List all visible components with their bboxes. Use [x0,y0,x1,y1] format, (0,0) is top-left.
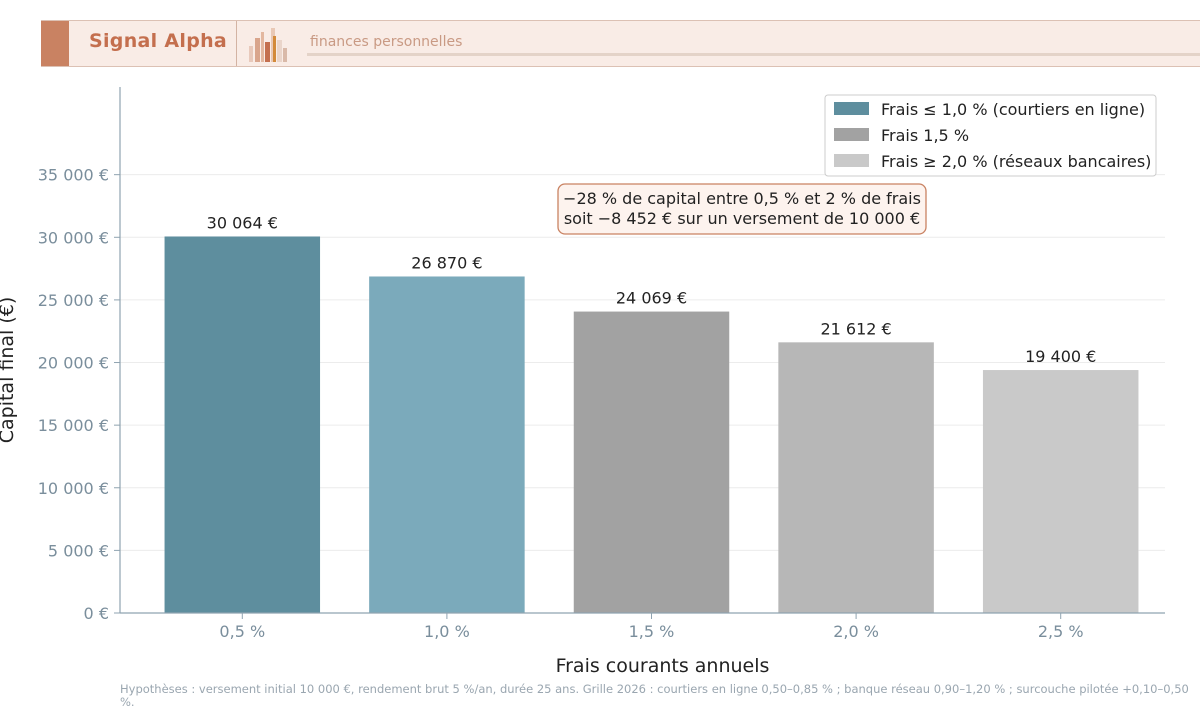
bar [573,311,730,613]
y-tick-label: 20 000 € [38,354,109,373]
footnote: Hypothèses : versement initial 10 000 €,… [120,682,1189,709]
annotation-callout: −28 % de capital entre 0,5 % et 2 % de f… [557,183,927,235]
legend-swatch [834,154,869,167]
bar [982,370,1139,613]
y-tick-label: 5 000 € [48,541,109,560]
bar-value-label: 30 064 € [207,213,278,232]
annotation-box [557,183,927,235]
x-tick-label: 1,5 % [629,622,675,641]
bar [778,342,934,613]
bar-value-label: 21 612 € [820,319,891,338]
x-tick-label: 1,0 % [424,622,470,641]
bar-value-labels: 30 064 € 26 870 € 24 069 € 21 612 € 19 400 € [207,213,1097,366]
x-tick-label: 2,0 % [833,622,879,641]
legend-swatch [834,102,869,115]
bar-chart: 0 € 5 000 € 10 000 € 15 000 € 20 000 € 25 000… [0,87,1165,677]
y-tick-label: 25 000 € [38,291,109,310]
header-separator [236,21,237,66]
bar-value-label: 26 870 € [411,253,482,272]
bar [369,276,525,613]
y-tick-label: 10 000 € [38,479,109,498]
brand-swatch [41,21,69,66]
y-tick-label: 30 000 € [38,228,109,247]
legend-label: Frais ≥ 2,0 % (réseaux bancaires) [881,152,1151,171]
header-banner: Signal Alpha finances personnelles [41,20,1200,67]
y-tick-label: 15 000 € [38,416,109,435]
legend: Frais ≤ 1,0 % (courtiers en ligne) Frais … [824,94,1157,177]
y-tick-label: 0 € [84,604,109,623]
x-tick-label: 2,5 % [1038,622,1084,641]
annotation-line: −28 % de capital entre 0,5 % et 2 % de f… [563,189,921,208]
x-axis-ticks: 0,5 % 1,0 % 1,5 % 2,0 % 2,5 % [219,613,1084,641]
legend-label: Frais 1,5 % [881,126,969,145]
bars [164,236,1139,613]
brand-name: Signal Alpha [89,30,228,52]
y-axis-title: Capital final (€) [0,297,18,444]
y-tick-label: 35 000 € [38,166,109,185]
y-axis-ticks: 0 € 5 000 € 10 000 € 15 000 € 20 000 € 25 000… [38,166,120,623]
x-axis-title: Frais courants annuels [556,655,770,677]
legend-swatch [834,128,869,141]
brand-tagline: finances personnelles [310,34,463,50]
bar-value-label: 24 069 € [616,289,687,308]
bar [164,236,321,613]
header-rule [307,53,1200,56]
legend-label: Frais ≤ 1,0 % (courtiers en ligne) [881,100,1145,119]
x-tick-label: 0,5 % [219,622,265,641]
annotation-line: soit −8 452 € sur un versement de 10 000… [564,209,920,228]
bar-value-label: 19 400 € [1025,347,1096,366]
city-bars-icon [249,28,287,62]
legend-box [824,94,1157,177]
